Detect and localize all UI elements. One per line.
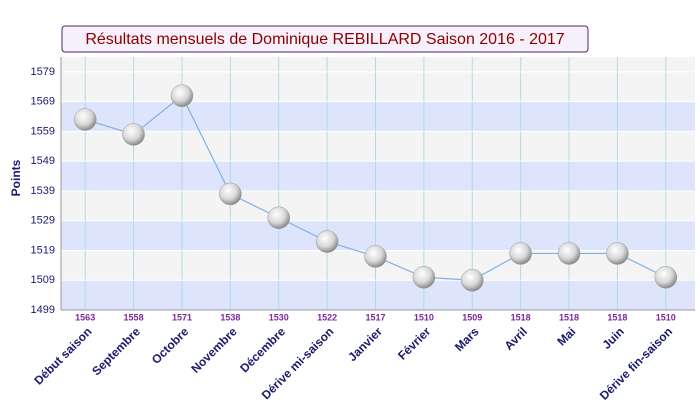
value-label: 1558: [124, 312, 144, 322]
value-label: 1563: [75, 312, 95, 322]
marker: [267, 206, 290, 229]
grid-band: [61, 161, 695, 191]
chart-title: Résultats mensuels de Dominique REBILLAR…: [85, 31, 564, 48]
y-tick-label: 1559: [31, 125, 55, 137]
value-label: 1510: [656, 312, 676, 322]
marker: [654, 266, 678, 289]
value-label: 1518: [511, 312, 531, 322]
x-tick-label: Décembre: [237, 324, 288, 375]
grid-band: [61, 280, 695, 310]
value-label: 1517: [365, 312, 385, 322]
marker: [73, 108, 97, 131]
marker: [170, 84, 194, 107]
y-tick-label: 1539: [31, 185, 55, 197]
value-label: 1571: [172, 312, 192, 322]
value-label: 1518: [559, 312, 579, 322]
marker: [122, 123, 145, 146]
title-box: [61, 25, 589, 53]
x-tick-label: Avril: [502, 324, 530, 352]
value-label: 1509: [462, 312, 482, 322]
marker: [557, 242, 581, 265]
x-tick-label: Janvier: [345, 324, 385, 364]
grid-band: [61, 101, 695, 132]
x-tick-label: Mars: [452, 324, 482, 354]
value-label: 1538: [220, 312, 240, 322]
y-tick-label: 1519: [31, 244, 55, 256]
y-tick-label: 1529: [31, 215, 55, 227]
y-tick-label: 1509: [31, 274, 55, 286]
marker: [461, 268, 484, 292]
marker: [606, 242, 629, 265]
marker: [412, 266, 436, 289]
y-tick-label: 1569: [31, 96, 55, 108]
x-tick-label: Début saison: [31, 324, 94, 387]
value-label: 1518: [607, 312, 627, 322]
marker: [364, 245, 387, 268]
marker: [219, 182, 242, 206]
x-tick-label: Février: [395, 324, 433, 362]
x-tick-label: Juin: [599, 324, 626, 351]
x-tick-label: Octobre: [149, 324, 192, 367]
marker: [509, 242, 532, 265]
value-label: 1530: [269, 312, 289, 322]
value-label: 1522: [317, 312, 337, 322]
y-tick-label: 1579: [31, 66, 55, 78]
y-tick-label: 1499: [31, 304, 55, 316]
x-tick-label: Mai: [554, 324, 578, 348]
marker: [315, 230, 339, 253]
y-axis-label: Points: [9, 159, 23, 196]
y-tick-label: 1549: [31, 155, 55, 167]
value-label: 1510: [414, 312, 434, 322]
x-tick-label: Novembre: [188, 324, 240, 376]
x-tick-label: Septembre: [89, 324, 143, 378]
